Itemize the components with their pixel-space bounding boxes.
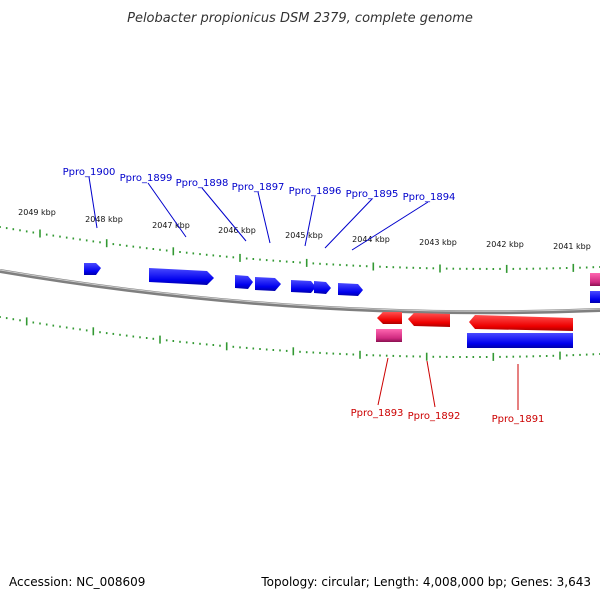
gene-arrow-ppro-1891[interactable] [469, 315, 573, 331]
gene-arrow-ppro-1900[interactable] [84, 263, 101, 275]
scale-label: 2048 kbp [85, 215, 123, 224]
gene-label-ppro-1891[interactable]: Ppro_1891 [492, 414, 545, 425]
forward-gene-labels [88, 176, 429, 251]
gene-arrow-ppro-1893-red[interactable] [377, 312, 402, 324]
scale-ticks-upper [0, 226, 600, 273]
scale-ticks-lower [0, 316, 600, 361]
gene-arrow-ppro-1897[interactable] [255, 277, 281, 291]
genome-info-text: Topology: circular; Length: 4,008,000 bp… [260, 575, 591, 589]
gene-leader-line [351, 201, 429, 251]
gene-leader-line [426, 360, 436, 408]
gene-label-ppro-1893[interactable]: Ppro_1893 [351, 408, 404, 419]
scale-label: 2043 kbp [419, 238, 457, 247]
gene-block-right-blue[interactable] [590, 291, 600, 303]
gene-leader-line [201, 187, 247, 242]
accession-text: Accession: NC_008609 [9, 575, 145, 589]
gene-leader-line [324, 198, 373, 249]
gene-block-ppro-1893-rna[interactable] [376, 329, 402, 342]
forward-gene-label-texts: Ppro_1900 Ppro_1899 Ppro_1898 Ppro_1897 … [63, 167, 456, 203]
genome-backbone [0, 269, 600, 315]
gene-arrow-ppro-1898[interactable] [235, 275, 253, 289]
reverse-gene-label-texts: Ppro_1893 Ppro_1892 Ppro_1891 [351, 408, 545, 425]
gene-label-ppro-1899[interactable]: Ppro_1899 [120, 173, 173, 184]
gene-arrow-ppro-1895[interactable] [338, 283, 363, 296]
gene-block-right-pink[interactable] [590, 273, 600, 286]
gene-label-ppro-1898[interactable]: Ppro_1898 [176, 178, 229, 189]
scale-label: 2045 kbp [285, 231, 323, 240]
gene-leader-line [88, 176, 98, 229]
scale-label: 2041 kbp [553, 242, 591, 251]
scale-label: 2044 kbp [352, 235, 390, 244]
gene-label-ppro-1900[interactable]: Ppro_1900 [63, 167, 116, 178]
gene-label-ppro-1897[interactable]: Ppro_1897 [232, 182, 285, 193]
gene-leader-line [304, 195, 316, 247]
scale-label: 2042 kbp [486, 240, 524, 249]
gene-arrow-ppro-1892[interactable] [408, 313, 450, 327]
scale-label: 2047 kbp [152, 221, 190, 230]
gene-arrow-ppro-1896a[interactable] [291, 280, 316, 293]
gene-block-ppro-1891-blue[interactable] [467, 333, 573, 348]
gene-leader-line [377, 357, 389, 406]
forward-genes [84, 263, 600, 303]
gene-arrow-ppro-1899[interactable] [149, 268, 214, 285]
gene-label-ppro-1895[interactable]: Ppro_1895 [346, 189, 399, 200]
gene-arrow-ppro-1896b[interactable] [314, 281, 331, 294]
genome-title: Pelobacter propionicus DSM 2379, complet… [127, 11, 473, 26]
scale-label: 2049 kbp [18, 208, 56, 217]
gene-label-ppro-1894[interactable]: Ppro_1894 [403, 192, 456, 203]
gene-leader-line [257, 191, 271, 244]
gene-label-ppro-1896[interactable]: Ppro_1896 [289, 186, 342, 197]
scale-labels: 2049 kbp 2048 kbp 2047 kbp 2046 kbp 2045… [18, 208, 591, 251]
reverse-gene-leaders [377, 357, 519, 410]
gene-label-ppro-1892[interactable]: Ppro_1892 [408, 411, 461, 422]
gene-leader-line [147, 182, 187, 238]
reverse-genes [376, 312, 573, 348]
genome-backbone-highlight [0, 269, 600, 312]
